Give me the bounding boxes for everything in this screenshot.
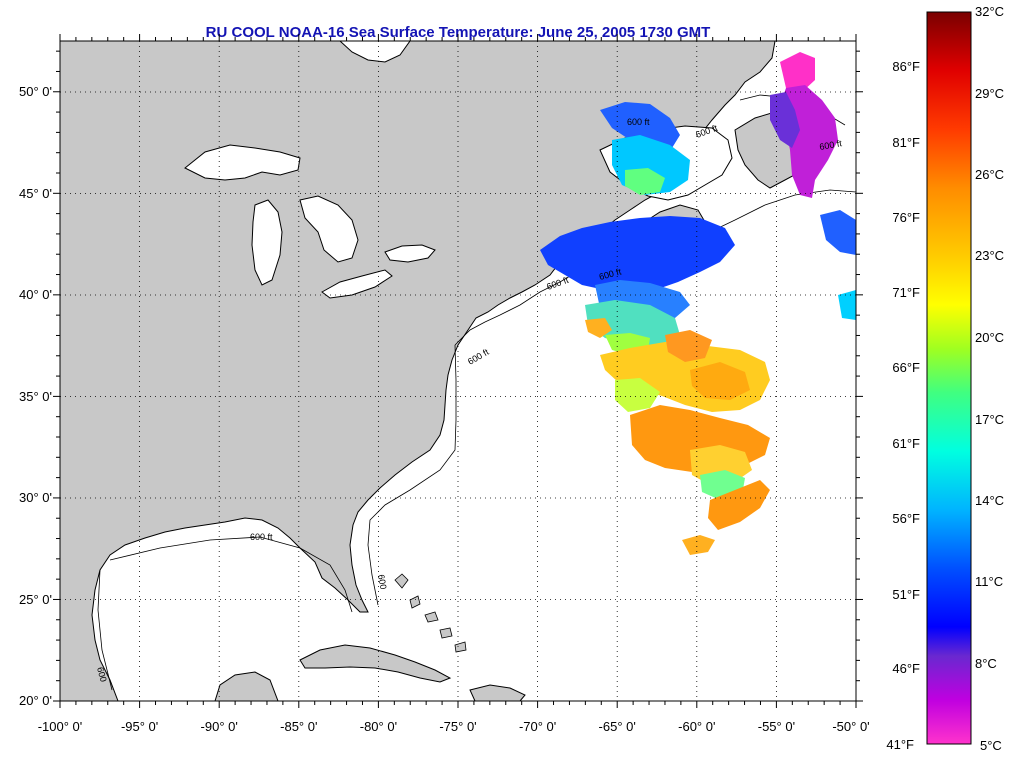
fahrenheit-label: 46°F <box>892 661 920 676</box>
celsius-label: 5°C <box>980 738 1002 753</box>
lake-huron <box>299 195 359 263</box>
lon-tick-label: -95° 0' <box>121 719 158 734</box>
lon-tick-label: -70° 0' <box>519 719 556 734</box>
map-gridlines <box>60 41 856 701</box>
lake-michigan <box>251 199 283 286</box>
lake-superior <box>184 144 301 181</box>
celsius-label: 26°C <box>975 167 1004 182</box>
lat-tick-label: 45° 0' <box>19 186 52 201</box>
latitude-labels: 20° 0' 25° 0' 30° 0' 35° 0' 40° 0' 45° 0… <box>19 84 52 708</box>
fahrenheit-label: 56°F <box>892 511 920 526</box>
lon-tick-label: -80° 0' <box>360 719 397 734</box>
bahamas-islands <box>394 573 467 653</box>
fahrenheit-label: 86°F <box>892 59 920 74</box>
contour-label: 600 <box>95 666 109 683</box>
lake-erie <box>321 269 393 299</box>
celsius-scale: 32°C 29°C 26°C 23°C 20°C 17°C 14°C 11°C … <box>975 4 1004 753</box>
celsius-label: 32°C <box>975 4 1004 19</box>
lon-tick-label: -100° 0' <box>38 719 83 734</box>
lat-tick-label: 25° 0' <box>19 592 52 607</box>
lon-tick-label: -60° 0' <box>678 719 715 734</box>
map-title: RU COOL NOAA-16 Sea Surface Temperature:… <box>205 24 711 41</box>
lon-tick-label: -90° 0' <box>201 719 238 734</box>
contour-label: 600 ft <box>627 117 650 127</box>
lon-tick-label: -55° 0' <box>758 719 795 734</box>
contour-label: 600 <box>376 574 388 591</box>
celsius-label: 29°C <box>975 86 1004 101</box>
sst-data-swath <box>540 52 856 555</box>
celsius-label: 20°C <box>975 330 1004 345</box>
lat-tick-label: 50° 0' <box>19 84 52 99</box>
fahrenheit-scale: 86°F 81°F 76°F 71°F 66°F 61°F 56°F 51°F … <box>886 59 920 752</box>
fahrenheit-label: 61°F <box>892 436 920 451</box>
fahrenheit-label: 66°F <box>892 360 920 375</box>
lon-tick-label: -50° 0' <box>832 719 869 734</box>
celsius-label: 17°C <box>975 412 1004 427</box>
lat-tick-label: 35° 0' <box>19 389 52 404</box>
lat-tick-label: 20° 0' <box>19 693 52 708</box>
temperature-colorbar <box>926 11 972 745</box>
contour-label: 600 ft <box>819 138 843 152</box>
fahrenheit-label: 51°F <box>892 587 920 602</box>
fahrenheit-label: 71°F <box>892 285 920 300</box>
celsius-label: 8°C <box>975 656 997 671</box>
contour-label: 600 ft <box>250 532 273 542</box>
celsius-label: 14°C <box>975 493 1004 508</box>
fahrenheit-label: 81°F <box>892 135 920 150</box>
island-hispaniola <box>469 684 526 701</box>
celsius-label: 23°C <box>975 248 1004 263</box>
land-yucatan <box>214 671 279 701</box>
fahrenheit-label: 76°F <box>892 210 920 225</box>
lon-tick-label: -75° 0' <box>439 719 476 734</box>
longitude-labels: -100° 0' -95° 0' -90° 0' -85° 0' -80° 0'… <box>38 719 870 734</box>
lon-tick-label: -85° 0' <box>280 719 317 734</box>
fahrenheit-label: 41°F <box>886 737 914 752</box>
lat-tick-label: 40° 0' <box>19 287 52 302</box>
island-cuba <box>299 644 452 683</box>
lon-tick-label: -65° 0' <box>599 719 636 734</box>
axis-ticks <box>53 34 863 708</box>
lake-ontario <box>384 244 436 263</box>
celsius-label: 11°C <box>975 574 1003 589</box>
hudson-bay-edge <box>339 41 411 63</box>
lat-tick-label: 30° 0' <box>19 490 52 505</box>
